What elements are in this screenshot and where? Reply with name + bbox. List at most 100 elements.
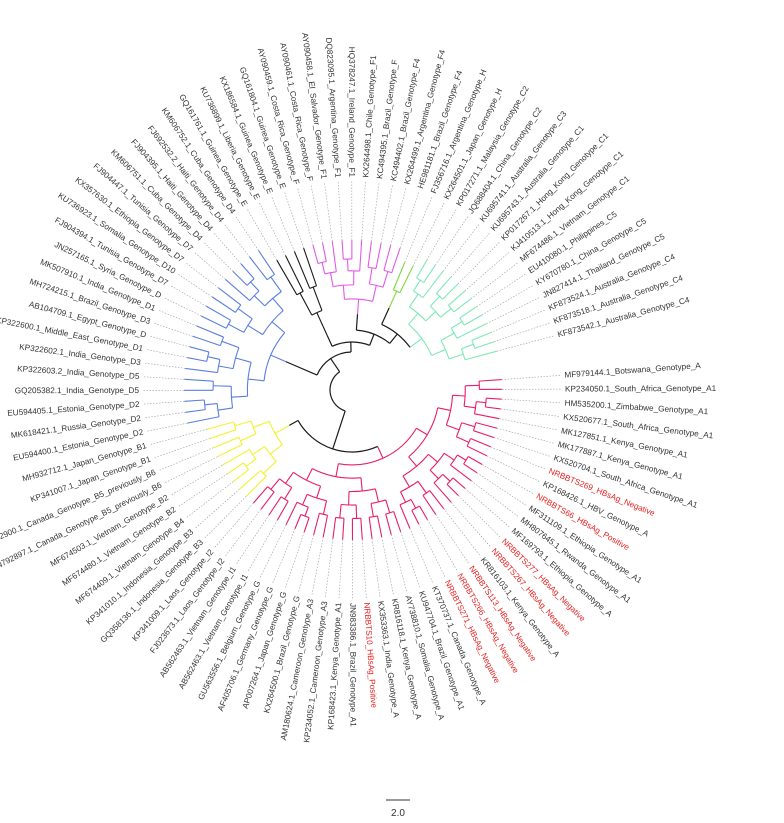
branch xyxy=(393,511,402,533)
branch-arc xyxy=(264,446,277,462)
branch xyxy=(335,463,339,477)
tip-leader-line xyxy=(157,309,197,327)
branch xyxy=(368,267,373,285)
branch xyxy=(429,295,441,307)
branch-arc xyxy=(429,305,442,318)
branch-arc xyxy=(369,515,378,518)
tip-label: HM535200.1_Zimbabwe_Genotype_A1 xyxy=(564,399,709,417)
tip-labels: MF979144.1_Botswana_Genotype_A KP234050.1… xyxy=(0,32,717,743)
tip-leader-line xyxy=(234,215,259,251)
tip-leader-line xyxy=(310,184,323,243)
branch xyxy=(391,247,401,273)
branch xyxy=(385,513,392,535)
branch xyxy=(316,485,322,499)
tip-leader-line xyxy=(371,538,381,599)
branch xyxy=(367,241,372,268)
branch-arc xyxy=(266,273,275,281)
branch xyxy=(409,293,419,308)
tip-leader-line xyxy=(203,241,234,272)
branch-arc xyxy=(216,359,221,373)
branch xyxy=(429,469,439,480)
branch xyxy=(209,429,237,440)
branch xyxy=(360,518,363,540)
branch xyxy=(452,394,466,397)
branch xyxy=(474,413,500,420)
tip-label: KP322603.2_India_Genotype_D5 xyxy=(17,364,140,381)
branch xyxy=(431,348,446,357)
branch xyxy=(213,385,232,387)
tip-leader-line xyxy=(361,539,367,600)
branch xyxy=(385,499,391,513)
branch xyxy=(284,487,293,500)
tip-leader-line xyxy=(223,223,250,258)
branch xyxy=(268,496,282,516)
tip-leader-line xyxy=(390,187,407,246)
tip-leader-line xyxy=(490,446,547,470)
branch xyxy=(400,491,407,503)
branch xyxy=(461,422,475,428)
tip-leader-line xyxy=(142,401,185,405)
branch-arc xyxy=(232,347,240,369)
branch xyxy=(342,285,346,300)
branch xyxy=(303,247,318,287)
branch xyxy=(249,256,268,281)
branch-arc xyxy=(262,310,284,335)
branch xyxy=(185,367,218,374)
tip-leader-line xyxy=(464,488,511,529)
branch xyxy=(329,272,334,287)
tip-leader-line xyxy=(185,262,219,289)
branch xyxy=(476,401,486,404)
tip-leader-line xyxy=(471,480,520,518)
branch xyxy=(222,449,250,466)
branch xyxy=(272,298,284,311)
tip-leader-line xyxy=(426,207,458,261)
branch xyxy=(475,422,498,429)
branch xyxy=(322,515,329,538)
branch xyxy=(253,420,270,428)
tip-leader-line xyxy=(443,508,481,557)
branch-arc xyxy=(319,512,328,516)
tip-leader-line xyxy=(486,455,541,483)
branch xyxy=(399,265,414,293)
branch xyxy=(262,460,277,474)
branch-arc xyxy=(367,266,377,270)
tip-leader-line xyxy=(153,438,211,459)
tip-leader-line xyxy=(158,447,214,472)
branch xyxy=(247,324,263,336)
branch xyxy=(457,454,467,461)
branch-arc xyxy=(463,456,469,465)
tip-leader-line xyxy=(145,349,188,358)
tip-leader-line xyxy=(501,398,562,404)
tip-leader-line xyxy=(418,524,446,579)
branch xyxy=(252,446,265,455)
tip-leader-line xyxy=(311,537,324,597)
branch-arc xyxy=(416,277,425,283)
branch xyxy=(206,305,231,321)
branch xyxy=(411,509,420,525)
tip-leader-line xyxy=(146,422,188,432)
branch xyxy=(377,446,384,459)
branch-arc xyxy=(440,340,450,360)
branch xyxy=(408,456,418,467)
tip-leader-line xyxy=(501,375,562,380)
tip-leader-line xyxy=(258,201,286,256)
tip-leader-line xyxy=(486,296,541,324)
branch xyxy=(252,486,269,504)
tip-leader-line xyxy=(271,195,295,252)
tip-leader-line xyxy=(194,488,240,530)
branch xyxy=(227,462,244,475)
tip-leader-line xyxy=(443,223,480,272)
branch xyxy=(196,325,224,338)
branch xyxy=(217,407,233,411)
branch xyxy=(228,323,245,333)
branch xyxy=(456,323,487,339)
branch xyxy=(270,276,282,292)
branch-arc xyxy=(446,477,454,485)
branch xyxy=(442,283,459,300)
tip-leader-line xyxy=(193,251,226,280)
branch xyxy=(258,250,275,275)
tip-leader-line xyxy=(380,183,394,243)
branch xyxy=(474,341,495,349)
branch xyxy=(341,240,344,260)
branch xyxy=(448,353,464,360)
